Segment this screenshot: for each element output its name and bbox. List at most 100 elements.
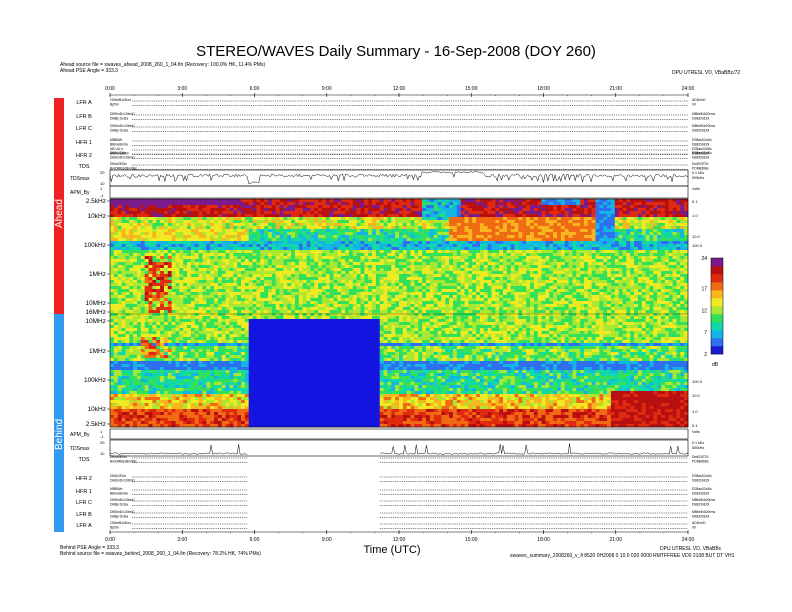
- spectrogram-cell: [198, 289, 203, 293]
- spectrogram-cell: [160, 256, 165, 260]
- spectrogram-cell: [387, 280, 392, 284]
- spectrogram-cell: [452, 289, 458, 293]
- spectrogram-cell: [603, 265, 608, 269]
- spectrogram-cell: [599, 256, 604, 260]
- spectrogram-cell: [645, 250, 650, 254]
- spectrogram-cell: [113, 262, 118, 266]
- spectrogram-cell: [441, 214, 446, 218]
- spectrogram-cell: [549, 271, 554, 275]
- spectrogram-cell: [595, 274, 600, 278]
- spectrogram-cell: [368, 220, 373, 224]
- spectrogram-cell: [503, 214, 508, 218]
- spectrogram-cell: [622, 199, 627, 203]
- spectrogram-cell: [634, 244, 639, 248]
- spectrogram-cell: [556, 247, 562, 251]
- spectrogram-cell: [468, 229, 473, 233]
- spectrogram-cell: [479, 292, 485, 296]
- spectrogram-cell: [445, 205, 450, 209]
- spectrogram-cell: [476, 205, 481, 209]
- spectrogram-cell: [171, 235, 176, 239]
- spectrogram-cell: [499, 241, 504, 245]
- spectrogram-cell: [464, 265, 469, 269]
- spectrogram-cell: [198, 274, 203, 278]
- spectrogram-cell: [545, 289, 550, 293]
- spectrogram-cell: [510, 262, 515, 266]
- spectrogram-cell: [372, 268, 377, 272]
- spectrogram-cell: [375, 262, 381, 266]
- spectrogram-cell: [661, 265, 666, 269]
- spectrogram-cell: [156, 256, 161, 260]
- spectrogram-cell: [452, 247, 458, 251]
- spectrogram-cell: [468, 226, 473, 230]
- spectrogram-cell: [113, 286, 118, 290]
- spectrogram-cell: [422, 259, 427, 263]
- spectrogram-cell: [607, 286, 612, 290]
- spectrogram-cell: [136, 289, 142, 293]
- spectrogram-cell: [661, 226, 666, 230]
- spectrogram-cell: [194, 292, 199, 296]
- spectrogram-cell: [556, 271, 562, 275]
- spectrogram-cell: [614, 223, 619, 227]
- spectrogram-cell: [607, 235, 612, 239]
- spectrogram-cell: [549, 229, 554, 233]
- spectrogram-cell: [248, 292, 253, 296]
- spectrogram-cell: [503, 244, 508, 248]
- spectrogram-cell: [568, 259, 573, 263]
- spectrogram-cell: [329, 262, 334, 266]
- spectrogram-cell: [479, 250, 485, 254]
- spectrogram-cell: [418, 265, 423, 269]
- spectrogram-cell: [233, 253, 238, 257]
- spectrogram-cell: [387, 205, 392, 209]
- spectrogram-cell: [252, 256, 257, 260]
- spectrogram-cell: [568, 277, 573, 281]
- spectrogram-cell: [429, 235, 434, 239]
- spectrogram-cell: [221, 241, 226, 245]
- spectrogram-cell: [318, 286, 323, 290]
- spectrogram-cell: [661, 229, 666, 233]
- spectrogram-cell: [560, 277, 565, 281]
- spectrogram-cell: [479, 208, 485, 212]
- spectrogram-cell: [345, 205, 350, 209]
- spectrogram-cell: [117, 199, 122, 203]
- spectrogram-cell: [314, 238, 319, 242]
- spectrogram-cell: [479, 217, 485, 221]
- spectrogram-cell: [476, 253, 481, 257]
- spectrogram-cell: [256, 220, 261, 224]
- spectrogram-cell: [522, 202, 527, 206]
- spectrogram-cell: [499, 250, 504, 254]
- spectrogram-cell: [129, 283, 134, 287]
- spectrogram-cell: [256, 232, 261, 236]
- spectrogram-cell: [510, 199, 515, 203]
- spectrogram-cell: [510, 286, 515, 290]
- spectrogram-cell: [641, 232, 646, 236]
- spectrogram-cell: [171, 226, 176, 230]
- spectrogram-cell: [630, 259, 635, 263]
- spectrogram-cell: [583, 235, 589, 239]
- spectrogram-cell: [607, 265, 612, 269]
- spectrogram-cell: [603, 241, 608, 245]
- spectrogram-cell: [302, 241, 307, 245]
- spectrogram-cell: [121, 247, 126, 251]
- spectrogram-cell: [506, 268, 512, 272]
- spectrogram-cell: [144, 283, 149, 287]
- spectrogram-cell: [136, 235, 142, 239]
- spectrogram-cell: [418, 289, 423, 293]
- spectrogram-cell: [214, 235, 219, 239]
- spectrogram-cell: [318, 238, 323, 242]
- spectrogram-cell: [333, 232, 338, 236]
- spectrogram-cell: [487, 256, 492, 260]
- spectrogram-cell: [476, 256, 481, 260]
- spectrogram-cell: [433, 259, 438, 263]
- spectrogram-cell: [668, 220, 673, 224]
- spectrogram-cell: [456, 205, 461, 209]
- spectrogram-cell: [637, 202, 643, 206]
- spectrogram-cell: [437, 271, 442, 275]
- spectrogram-cell: [622, 265, 627, 269]
- spectrogram-cell: [356, 223, 361, 227]
- spectrogram-cell: [348, 199, 354, 203]
- spectrogram-cell: [522, 250, 527, 254]
- spectrogram-cell: [483, 253, 488, 257]
- spectrogram-cell: [549, 217, 554, 221]
- spectrogram-cell: [607, 244, 612, 248]
- spectrogram-cell: [221, 292, 226, 296]
